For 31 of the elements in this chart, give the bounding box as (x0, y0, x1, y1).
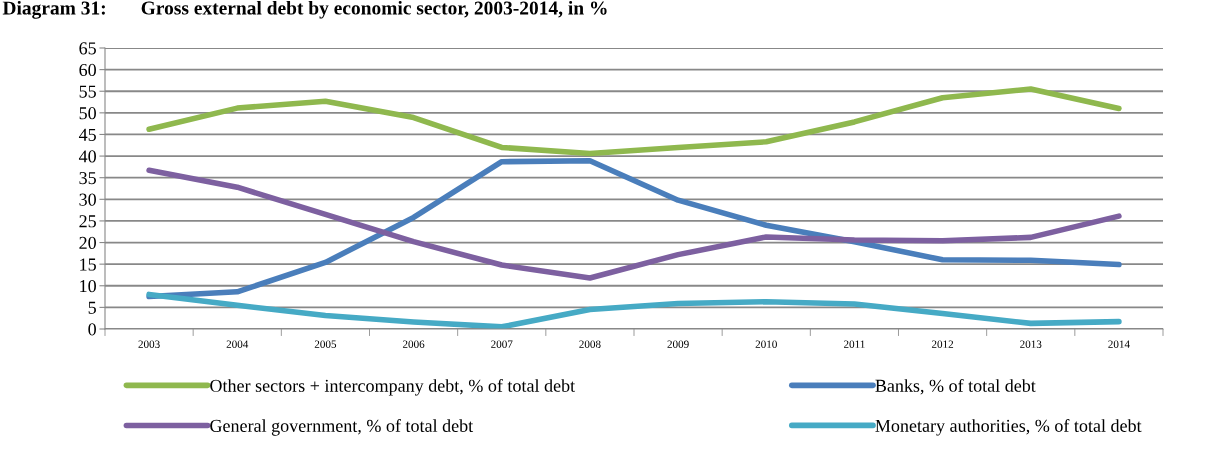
y-tick-label: 35 (79, 172, 96, 185)
legend-label: Banks, % of total debt (875, 378, 1036, 395)
x-tick-label: 2005 (314, 340, 337, 348)
legend-label: General government, % of total debt (210, 419, 474, 436)
chart-title: Diagram 31: Gross external debt by economic sector, 2003-2014, in % (2, 0, 607, 19)
legend-label: Other sectors + intercompany debt, % of total debt (210, 378, 576, 396)
y-tick-label: 60 (79, 63, 96, 77)
y-tick-label: 55 (79, 85, 96, 98)
y-tick-label: 45 (78, 128, 96, 141)
y-tick-label: 50 (79, 107, 96, 120)
x-tick-label: 2011 (844, 340, 865, 348)
x-tick-label: 2004 (226, 340, 249, 348)
x-tick-label: 2010 (755, 340, 777, 348)
legend-label: Monetary authorities, % of total debt (875, 419, 1142, 436)
x-tick-label: 2003 (138, 340, 160, 348)
x-tick-label: 2008 (579, 340, 601, 348)
y-tick-label: 20 (79, 236, 96, 249)
y-tick-label: 10 (80, 280, 96, 293)
x-tick-label: 2006 (402, 340, 425, 348)
x-tick-label: 2013 (1020, 340, 1042, 348)
y-tick-label: 5 (88, 301, 96, 314)
x-tick-label: 2007 (491, 340, 513, 348)
y-tick-label: 30 (79, 193, 96, 206)
x-tick-label: 2009 (667, 340, 689, 348)
y-tick-label: 65 (79, 42, 96, 55)
x-tick-label: 2012 (931, 340, 954, 348)
y-tick-label: 0 (88, 323, 96, 336)
y-tick-label: 25 (79, 215, 96, 228)
y-tick-label: 40 (78, 150, 96, 163)
y-tick-label: 15 (80, 258, 96, 271)
x-tick-label: 2014 (1108, 340, 1130, 348)
